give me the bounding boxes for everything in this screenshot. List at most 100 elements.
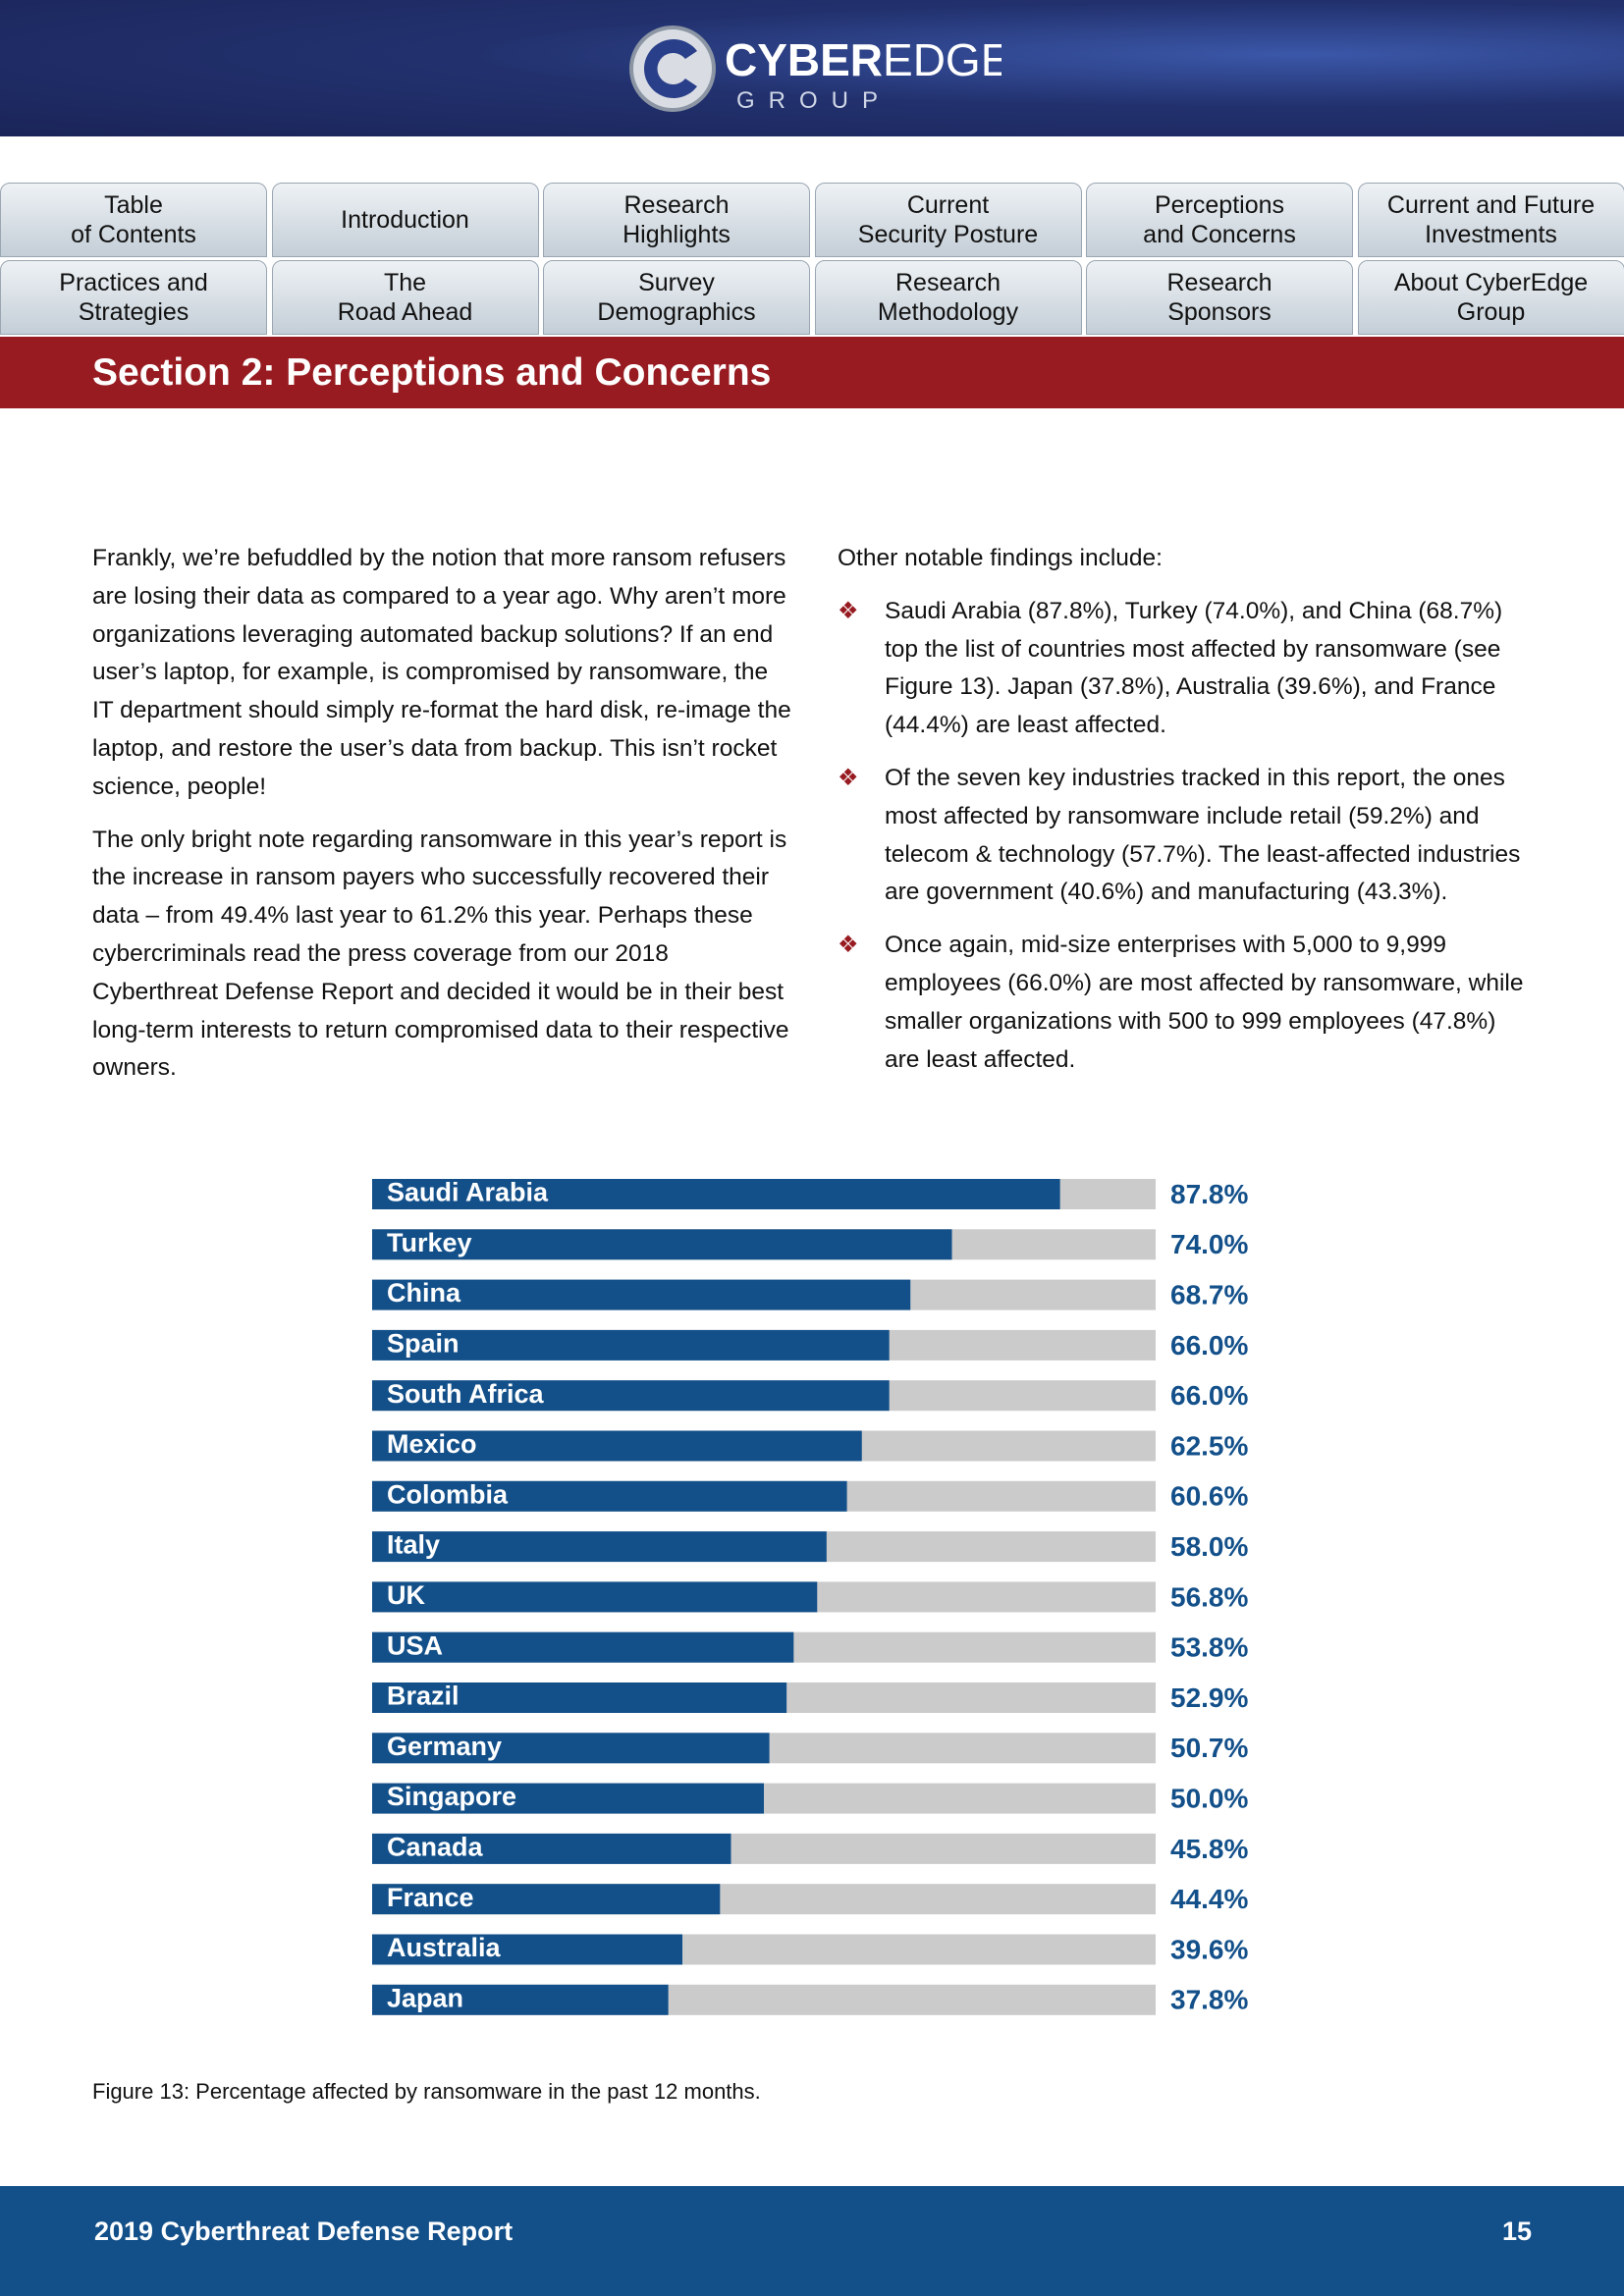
value-label: 50.0% (1170, 1783, 1248, 1813)
bar-category-label: UK (387, 1580, 425, 1610)
bar (372, 1329, 890, 1361)
value-label: 56.8% (1170, 1581, 1248, 1612)
nav-tab[interactable]: Perceptions and Concerns (1086, 183, 1353, 257)
nav-tab-line: Demographics (597, 298, 756, 326)
bullet-icon: ❖ (838, 764, 859, 791)
nav-tab[interactable]: The Road Ahead (271, 260, 539, 335)
nav-tab-line: Perceptions (1154, 191, 1285, 219)
bar-category-label: Singapore (387, 1782, 516, 1811)
nav-tab[interactable]: Current and Future Investments (1357, 183, 1624, 257)
bar-category-label: Japan (387, 1983, 463, 2012)
bar (372, 1380, 890, 1412)
bar-category-label: Saudi Arabia (387, 1178, 549, 1207)
section-title: Section 2: Perceptions and Concerns (92, 351, 772, 394)
bullet-icon: ❖ (838, 932, 859, 959)
bullet: ❖ Of the seven key industries tracked in … (838, 760, 1535, 912)
nav-tab-line: About CyberEdge (1393, 269, 1589, 296)
nav-tab[interactable]: Survey Demographics (543, 260, 810, 335)
nav-tab[interactable]: Research Methodology (814, 260, 1082, 335)
bar-category-label: China (387, 1278, 461, 1308)
value-label: 52.9% (1170, 1682, 1248, 1713)
nav-tab[interactable]: Research Highlights (543, 183, 810, 257)
right-column: Other notable findings include: ❖ Saudi A… (838, 540, 1535, 1094)
left-column: Frankly, we’re befuddled by the notion t… (92, 540, 791, 1102)
bar (372, 1833, 731, 1864)
bar-category-label: Italy (387, 1530, 440, 1560)
nav-tab-line: and Concerns (1143, 221, 1296, 248)
value-label: 87.8% (1170, 1179, 1248, 1209)
value-label: 66.0% (1170, 1330, 1248, 1361)
bar-category-label: South Africa (387, 1379, 544, 1409)
nav-tab[interactable]: Research Sponsors (1086, 260, 1353, 335)
nav-tab-line: Introduction (341, 206, 469, 234)
nav-tab[interactable]: Table of Contents (0, 183, 267, 257)
bullet-text: Saudi Arabia (87.8%), Turkey (74.0%), an… (885, 597, 1503, 739)
bar (372, 1733, 770, 1764)
bar (372, 1934, 683, 1965)
bar (372, 1984, 669, 2015)
value-label: 50.7% (1170, 1733, 1248, 1763)
bar-category-label: Canada (387, 1833, 484, 1862)
nav-tab[interactable]: Introduction (271, 183, 539, 257)
bar (372, 1229, 952, 1260)
bar (372, 1581, 818, 1613)
nav-tab-line: Highlights (623, 221, 731, 248)
bar (372, 1430, 862, 1462)
footer (0, 2186, 1624, 2296)
bullet: ❖ Saudi Arabia (87.8%), Turkey (74.0%), a… (838, 593, 1535, 745)
bar (372, 1480, 847, 1512)
nav: Table of Contents Introduction Research High… (0, 183, 1624, 337)
bar (372, 1179, 1060, 1209)
nav-tab-line: Practices and (59, 269, 208, 296)
page-number: 15 (1501, 2216, 1532, 2246)
logo-sub: GROUP (736, 87, 892, 114)
nav-tab[interactable]: About CyberEdge Group (1357, 260, 1624, 335)
value-label: 68.7% (1170, 1279, 1248, 1309)
bar (372, 1783, 764, 1814)
bar (372, 1631, 794, 1663)
nav-tab-line: Sponsors (1167, 298, 1272, 326)
nav-tab-line: Methodology (877, 298, 1019, 326)
paragraph: The only bright note regarding ransomwar… (92, 826, 789, 1082)
header-banner (0, 0, 1624, 136)
value-label: 44.4% (1170, 1884, 1248, 1914)
bar-category-label: Brazil (387, 1682, 460, 1711)
bullet: ❖ Once again, mid-size enterprises with 5… (838, 927, 1535, 1079)
nav-tab[interactable]: Current Security Posture (814, 183, 1082, 257)
logo-light: EDGE (883, 34, 1001, 85)
paragraph: Frankly, we’re befuddled by the notion t… (92, 545, 791, 800)
right-intro: Other notable findings include: (838, 545, 1163, 571)
bar (372, 1531, 827, 1563)
nav-tab-line: Strategies (78, 298, 189, 326)
nav-tab-line: Security Posture (857, 221, 1039, 248)
nav-tab[interactable]: Practices and Strategies (0, 260, 267, 335)
footer-title: 2019 Cyberthreat Defense Report (94, 2216, 514, 2246)
bar (372, 1884, 721, 1915)
nav-tab-line: Investments (1425, 221, 1557, 248)
figure-caption: Figure 13: Percentage affected by ransom… (92, 2079, 761, 2104)
value-label: 60.6% (1170, 1481, 1248, 1512)
bullet-icon: ❖ (838, 597, 859, 624)
nav-tab-line: Current (906, 191, 990, 219)
nav-tab-line: Table (104, 191, 163, 219)
bar-category-label: Mexico (387, 1429, 477, 1459)
bar-category-label: Turkey (387, 1228, 472, 1257)
bar-category-label: Spain (387, 1329, 460, 1359)
logo-text: CYBEREDGE (725, 34, 1001, 85)
nav-tab-line: Survey (638, 269, 715, 296)
bar-category-label: Germany (387, 1732, 502, 1761)
nav-tab-line: The (383, 269, 427, 296)
nav-tab-line: Road Ahead (337, 298, 473, 326)
bar (372, 1682, 787, 1713)
value-label: 66.0% (1170, 1380, 1248, 1411)
value-label: 45.8% (1170, 1834, 1248, 1864)
nav-tab-line: Research (895, 269, 1001, 296)
value-label: 39.6% (1170, 1934, 1248, 1964)
logo: CYBEREDGE GROUP (629, 26, 1001, 114)
nav-tab-line: Research (1166, 269, 1272, 296)
value-label: 53.8% (1170, 1632, 1248, 1663)
bar-category-label: France (387, 1883, 474, 1912)
bullet-text: Once again, mid-size enterprises with 5,… (885, 932, 1524, 1073)
